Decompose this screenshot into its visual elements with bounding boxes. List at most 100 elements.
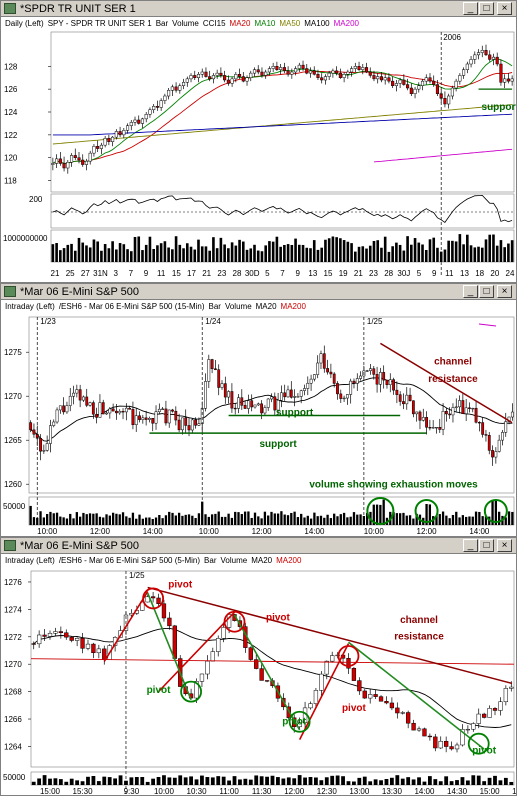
close-button[interactable]: × (497, 285, 512, 298)
volume-bar (107, 248, 111, 262)
ma200-line (373, 148, 513, 163)
price-bar-down (357, 66, 361, 70)
volume-bar (438, 514, 441, 525)
chart-annotation: resistance (428, 374, 478, 385)
close-button[interactable]: × (497, 539, 512, 552)
price-bar-down (444, 410, 448, 415)
price-bar-up (98, 402, 102, 418)
price-bar-up (431, 427, 435, 429)
volume-bar (205, 777, 210, 785)
volume-bar (259, 776, 264, 785)
price-bar-down (248, 647, 253, 660)
volume-bar (36, 517, 39, 525)
volume-bar (133, 236, 137, 262)
info-label: Bar (208, 302, 221, 311)
volume-bar (406, 777, 411, 785)
price-bar-down (238, 74, 242, 77)
x-tick-label: 14:00 (414, 787, 435, 795)
close-button[interactable]: × (497, 2, 512, 15)
price-bar-up (141, 417, 145, 420)
x-tick-label: 10:30 (187, 787, 208, 795)
volume-bar (254, 775, 259, 785)
price-bar-down (184, 417, 188, 426)
pivot-circle (467, 732, 490, 755)
price-bar-down (260, 71, 264, 76)
volume-bar (227, 248, 230, 262)
volume-bar (379, 504, 382, 525)
y-tick-label: 124 (4, 108, 18, 117)
price-bar-down (131, 409, 135, 425)
chart-annotation: support (276, 408, 314, 419)
price-bar-up (256, 403, 260, 406)
volume-bar (115, 249, 118, 262)
volume-bar (491, 500, 494, 525)
chart-window-5min[interactable]: *Mar 06 E-Mini S&P 500 _ □ × Intraday (L… (0, 537, 517, 796)
price-bar-up (190, 419, 194, 431)
x-tick-label: 14:30 (447, 787, 468, 795)
maximize-button[interactable]: □ (479, 285, 494, 298)
volume-bar (227, 513, 230, 525)
volume-bar (249, 248, 253, 262)
volume-bar (78, 516, 82, 525)
volume-bar (167, 777, 172, 785)
volume-bar (494, 499, 498, 525)
chart-annotation: resistance (394, 632, 444, 643)
pivot-circle (180, 680, 202, 703)
info-label: MA50 (279, 19, 301, 28)
price-bar-down (250, 400, 254, 408)
info-label: MA20 (251, 556, 273, 565)
price-bar-down (387, 77, 391, 82)
minimize-button[interactable]: _ (463, 285, 478, 298)
volume-bar (425, 504, 428, 525)
price-bar-down (312, 70, 316, 75)
price-bar-down (301, 64, 305, 69)
x-tick-label: 12:00 (252, 527, 273, 536)
ma50-line (52, 104, 513, 145)
maximize-button[interactable]: □ (479, 539, 494, 552)
volume-bar (145, 781, 150, 785)
x-tick-label: 10:00 (37, 527, 58, 536)
price-bar-down (223, 75, 227, 81)
window-titlebar[interactable]: *SPDR TR UNIT SER 1 _ □ × (1, 1, 516, 17)
price-bar-up (237, 397, 240, 409)
price-bar-up (82, 396, 85, 401)
price-bar-down (443, 98, 447, 105)
price-bar-down (254, 659, 259, 669)
price-bar-up (227, 391, 231, 398)
volume-bar (86, 776, 90, 785)
volume-bar (237, 512, 240, 525)
window-titlebar[interactable]: *Mar 06 E-Mini S&P 500 _ □ × (1, 284, 516, 300)
fifteen-minute-chart[interactable]: 1260 1265 1270 1275 1/23 1/24 1/25 support suppo… (1, 313, 516, 536)
price-bar-down (101, 402, 105, 415)
price-bar-up (330, 655, 335, 662)
chart-window-daily[interactable]: *SPDR TR UNIT SER 1 _ □ × Daily (Left) SP… (0, 0, 517, 283)
price-bar-down (382, 372, 386, 381)
y-tick-label: 1268 (4, 688, 22, 697)
year-label: 2006 (443, 33, 461, 42)
daily-chart[interactable]: 118 120 122 124 126 128 2006 support 200 10000000… (1, 30, 516, 282)
window-titlebar[interactable]: *Mar 06 E-Mini S&P 500 _ □ × (1, 538, 516, 554)
maximize-button[interactable]: □ (479, 2, 494, 15)
price-bar-down (487, 435, 491, 451)
volume-bar (257, 516, 260, 525)
volume-bar (312, 240, 316, 262)
volume-bar (256, 250, 260, 262)
ma100-line (52, 113, 513, 136)
x-tick-label: 18 (475, 269, 484, 278)
chart-window-15min[interactable]: *Mar 06 E-Mini S&P 500 _ □ × Intraday (L… (0, 283, 517, 537)
price-bar-down (335, 70, 339, 74)
x-tick-label: 28 (384, 269, 393, 278)
minimize-button[interactable]: _ (463, 2, 478, 15)
five-minute-chart[interactable]: 1264 1266 1268 1270 1272 1274 1276 1/25 pivot piv… (1, 567, 516, 795)
price-bar-up (487, 708, 492, 718)
price-bar-up (451, 407, 455, 416)
volume-bar (484, 516, 488, 525)
volume-bar (421, 244, 424, 262)
price-bar-up (118, 411, 122, 414)
minimize-button[interactable]: _ (463, 539, 478, 552)
price-bar-down (81, 159, 85, 165)
x-tick-label: 17 (187, 269, 196, 278)
y-tick-label: 1266 (4, 715, 22, 724)
volume-bar (102, 517, 105, 525)
volume-bar (474, 511, 478, 525)
